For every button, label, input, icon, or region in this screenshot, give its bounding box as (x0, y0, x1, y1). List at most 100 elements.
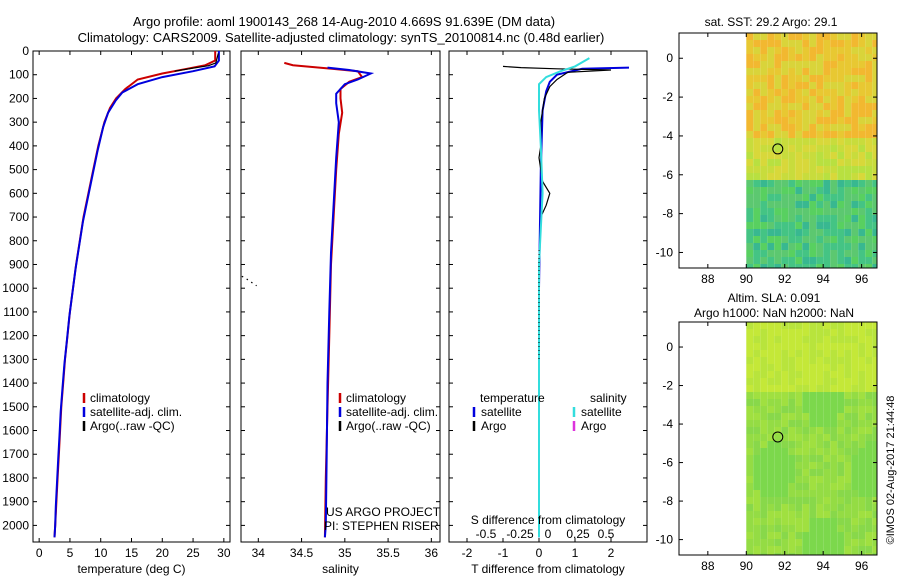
field-cell (753, 138, 761, 145)
field-cell (830, 152, 838, 159)
field-cell (837, 413, 845, 420)
field-cell (830, 497, 838, 504)
field-cell (816, 497, 824, 504)
field-cell (809, 264, 817, 268)
field-cell (746, 371, 754, 378)
field-cell (760, 68, 768, 75)
field-cell (851, 173, 859, 180)
field-cell (767, 131, 775, 138)
field-cell (837, 462, 845, 469)
field-cell (809, 469, 817, 476)
field-cell (823, 532, 831, 539)
field-cell (844, 250, 852, 257)
field-cell (872, 525, 877, 532)
field-cell (774, 483, 782, 490)
field-cell (823, 518, 831, 525)
field-cell (851, 117, 859, 124)
field-cell (872, 539, 877, 546)
field-cell (851, 54, 859, 61)
field-cell (774, 229, 782, 236)
field-cell (844, 399, 852, 406)
s-axis-label: S difference from climatology (471, 513, 626, 527)
field-cell (795, 455, 803, 462)
field-cell (823, 546, 831, 553)
x-tick-label: 0 (36, 546, 43, 560)
field-cell (823, 469, 831, 476)
field-cell (774, 476, 782, 483)
field-cell (760, 518, 768, 525)
field-cell (823, 103, 831, 110)
field-cell (851, 243, 859, 250)
field-cell (753, 250, 761, 257)
legend-label: climatology (346, 391, 406, 405)
field-cell (802, 392, 810, 399)
field-cell (760, 110, 768, 117)
field-cell (872, 180, 877, 187)
field-cell (767, 96, 775, 103)
field-cell (816, 378, 824, 385)
field-cell (802, 420, 810, 427)
field-cell (753, 187, 761, 194)
field-cell (872, 138, 877, 145)
field-cell (858, 441, 866, 448)
field-cell (781, 215, 789, 222)
field-cell (809, 441, 817, 448)
field-cell (795, 61, 803, 68)
field-cell (795, 222, 803, 229)
field-cell (788, 399, 796, 406)
field-cell (872, 264, 877, 268)
field-cell (872, 61, 877, 68)
field-cell (809, 131, 817, 138)
field-cell (781, 194, 789, 201)
field-cell (795, 392, 803, 399)
field-cell (753, 229, 761, 236)
field-cell (830, 413, 838, 420)
field-cell (781, 413, 789, 420)
field-cell (823, 455, 831, 462)
y-tick-label: 0 (666, 51, 673, 65)
field-cell (802, 236, 810, 243)
field-cell (858, 166, 866, 173)
field-cell (837, 518, 845, 525)
field-cell (760, 166, 768, 173)
field-cell (816, 392, 824, 399)
field-cell (781, 103, 789, 110)
field-cell (851, 532, 859, 539)
field-cell (753, 173, 761, 180)
y-tick-label: 1100 (3, 305, 29, 319)
field-cell (760, 462, 768, 469)
field-cell (795, 201, 803, 208)
field-cell (767, 187, 775, 194)
field-cell (802, 469, 810, 476)
field-cell (844, 180, 852, 187)
field-cell (865, 371, 873, 378)
field-cell (830, 392, 838, 399)
field-cell (746, 40, 754, 47)
field-cell (774, 427, 782, 434)
field-cell (809, 434, 817, 441)
field-cell (767, 173, 775, 180)
field-cell (844, 152, 852, 159)
field-cell (760, 392, 768, 399)
field-cell (830, 194, 838, 201)
field-cell (865, 229, 873, 236)
field-cell (816, 173, 824, 180)
y-tick-label: 1400 (2, 376, 29, 390)
field-cell (823, 124, 831, 131)
field-cell (767, 89, 775, 96)
field-cell (760, 329, 768, 336)
field-cell (788, 145, 796, 152)
field-cell (788, 194, 796, 201)
field-cell (837, 124, 845, 131)
field-cell (802, 427, 810, 434)
field-cell (823, 173, 831, 180)
field-cell (844, 518, 852, 525)
field-cell (781, 497, 789, 504)
field-cell (809, 187, 817, 194)
field-cell (858, 54, 866, 61)
field-cell (858, 159, 866, 166)
field-cell (844, 483, 852, 490)
field-cell (837, 47, 845, 54)
y-tick-label: -2 (662, 379, 673, 393)
